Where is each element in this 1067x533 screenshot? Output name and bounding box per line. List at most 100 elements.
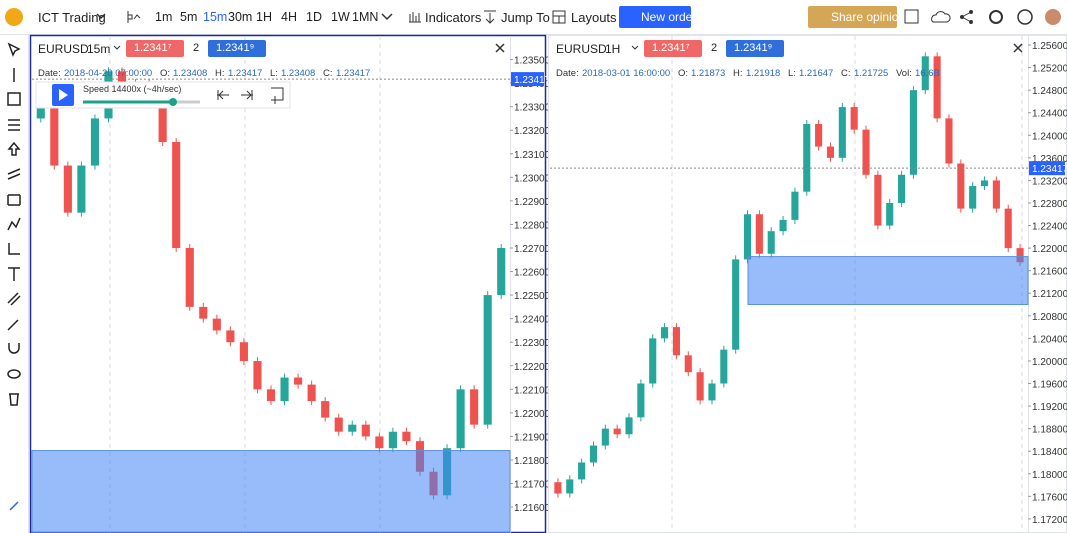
cloud-icon[interactable] [931,11,951,23]
interval[interactable]: 1D [306,10,322,24]
interval-select[interactable]: 1H [605,42,621,56]
candle [601,428,609,446]
candle [361,424,370,437]
y-tick-label: 1.22400 [514,315,551,326]
share-button[interactable] [808,6,897,28]
buy-button[interactable] [726,40,784,57]
sell-price[interactable]: 1.2341⁷ [134,42,172,54]
info-value: 1.21873 [691,68,726,79]
visibility-tool[interactable] [7,369,21,379]
play-icon [59,89,68,101]
info-value: 1.21647 [799,68,834,79]
avatar[interactable] [1045,9,1061,25]
link-tool[interactable] [9,501,19,511]
interval[interactable]: 1m [155,10,173,24]
fib-tool[interactable] [8,119,20,131]
candle [613,428,621,435]
candle [321,401,330,418]
interval[interactable]: 4H [281,10,297,24]
quantity[interactable]: 2 [711,42,718,54]
interval[interactable]: 1W [331,10,350,24]
channel-tool[interactable] [7,168,21,180]
candle [625,417,633,435]
info-value: 1.21725 [854,68,889,79]
y-tick-label: 1.21600 [1032,267,1067,278]
candle [779,219,787,232]
magnet-tool[interactable] [8,343,20,354]
y-tick-label: 1.22400 [1032,222,1067,233]
more-intervals[interactable] [381,13,393,21]
exit-replay[interactable] [271,87,284,104]
y-tick-label: 1.22800 [1032,199,1067,210]
jump-icon[interactable] [484,10,496,24]
delete-tool[interactable] [9,393,19,406]
info-label: O: [678,68,689,79]
last-price-label: 1.23417 [514,75,551,86]
arrow-tool[interactable] [7,141,21,156]
measure-tool[interactable] [8,243,20,255]
sell-button[interactable] [126,40,184,57]
candle [226,330,235,343]
new-order-button[interactable] [619,6,691,28]
close-icon[interactable] [495,43,505,53]
candle [1004,208,1012,249]
candle [743,214,752,260]
chart-type-icon[interactable] [127,11,141,23]
last-price-box [511,72,544,87]
step-forward[interactable] [241,90,253,100]
candle [239,342,248,362]
candle [294,377,303,385]
brush-tool[interactable] [7,292,21,306]
symbol[interactable]: EURUSD [38,42,89,56]
speed-handle[interactable] [169,98,177,106]
interval[interactable]: 15m [203,10,228,24]
indicators-icon[interactable] [409,12,421,23]
y-tick-label: 1.25600 [1032,41,1067,52]
interval[interactable]: 1MN [352,10,379,24]
help-icon[interactable] [1017,9,1033,25]
pen-tool[interactable] [7,319,19,331]
buy-button[interactable] [208,40,266,57]
sell-button[interactable] [644,40,702,57]
settings-icon[interactable] [989,10,1003,24]
logo[interactable] [5,8,23,26]
y-tick-label: 1.25200 [1032,64,1067,75]
y-tick-label: 1.22200 [514,362,551,373]
range-tool[interactable] [7,194,21,206]
rect-tool[interactable] [7,92,21,106]
interval-select[interactable]: 15m [87,42,111,56]
layouts-icon[interactable] [553,15,565,23]
brand[interactable]: ICT Trading [38,10,106,25]
y-tick-label: 1.23200 [1032,176,1067,187]
interval[interactable]: 1H [256,10,272,24]
pattern-tool[interactable] [7,217,21,231]
sell-price[interactable]: 1.2341⁷ [652,42,690,54]
snapshot-icon[interactable] [904,9,919,24]
last-price-box [1029,161,1065,176]
brand-dropdown[interactable] [96,13,106,20]
share-opinion[interactable]: Share opinion [831,10,906,24]
y-tick-label: 1.24800 [1032,86,1067,97]
step-back[interactable] [217,90,229,100]
close-icon[interactable] [1013,43,1023,53]
indicators[interactable]: Indicators [425,10,482,25]
jump-to[interactable]: Jump To [501,10,550,25]
interval[interactable]: 30m [228,10,253,24]
cursor-tool[interactable] [7,42,21,57]
quantity[interactable]: 2 [193,42,200,54]
candle [158,94,167,142]
y-tick-label: 1.22300 [514,338,551,349]
candle [470,389,479,425]
buy-price[interactable]: 1.2341⁹ [734,42,773,54]
y-tick-label: 1.17600 [1032,492,1067,503]
buy-price[interactable]: 1.2341⁹ [216,42,255,54]
candle [199,306,208,319]
layouts[interactable]: Layouts [571,10,617,25]
candle [637,383,645,418]
new-order[interactable]: New order [641,10,697,24]
interval[interactable]: 5m [180,10,198,24]
symbol[interactable]: EURUSD [556,42,607,56]
candle [388,431,397,449]
text-tool[interactable] [8,267,20,281]
candle [483,295,492,425]
